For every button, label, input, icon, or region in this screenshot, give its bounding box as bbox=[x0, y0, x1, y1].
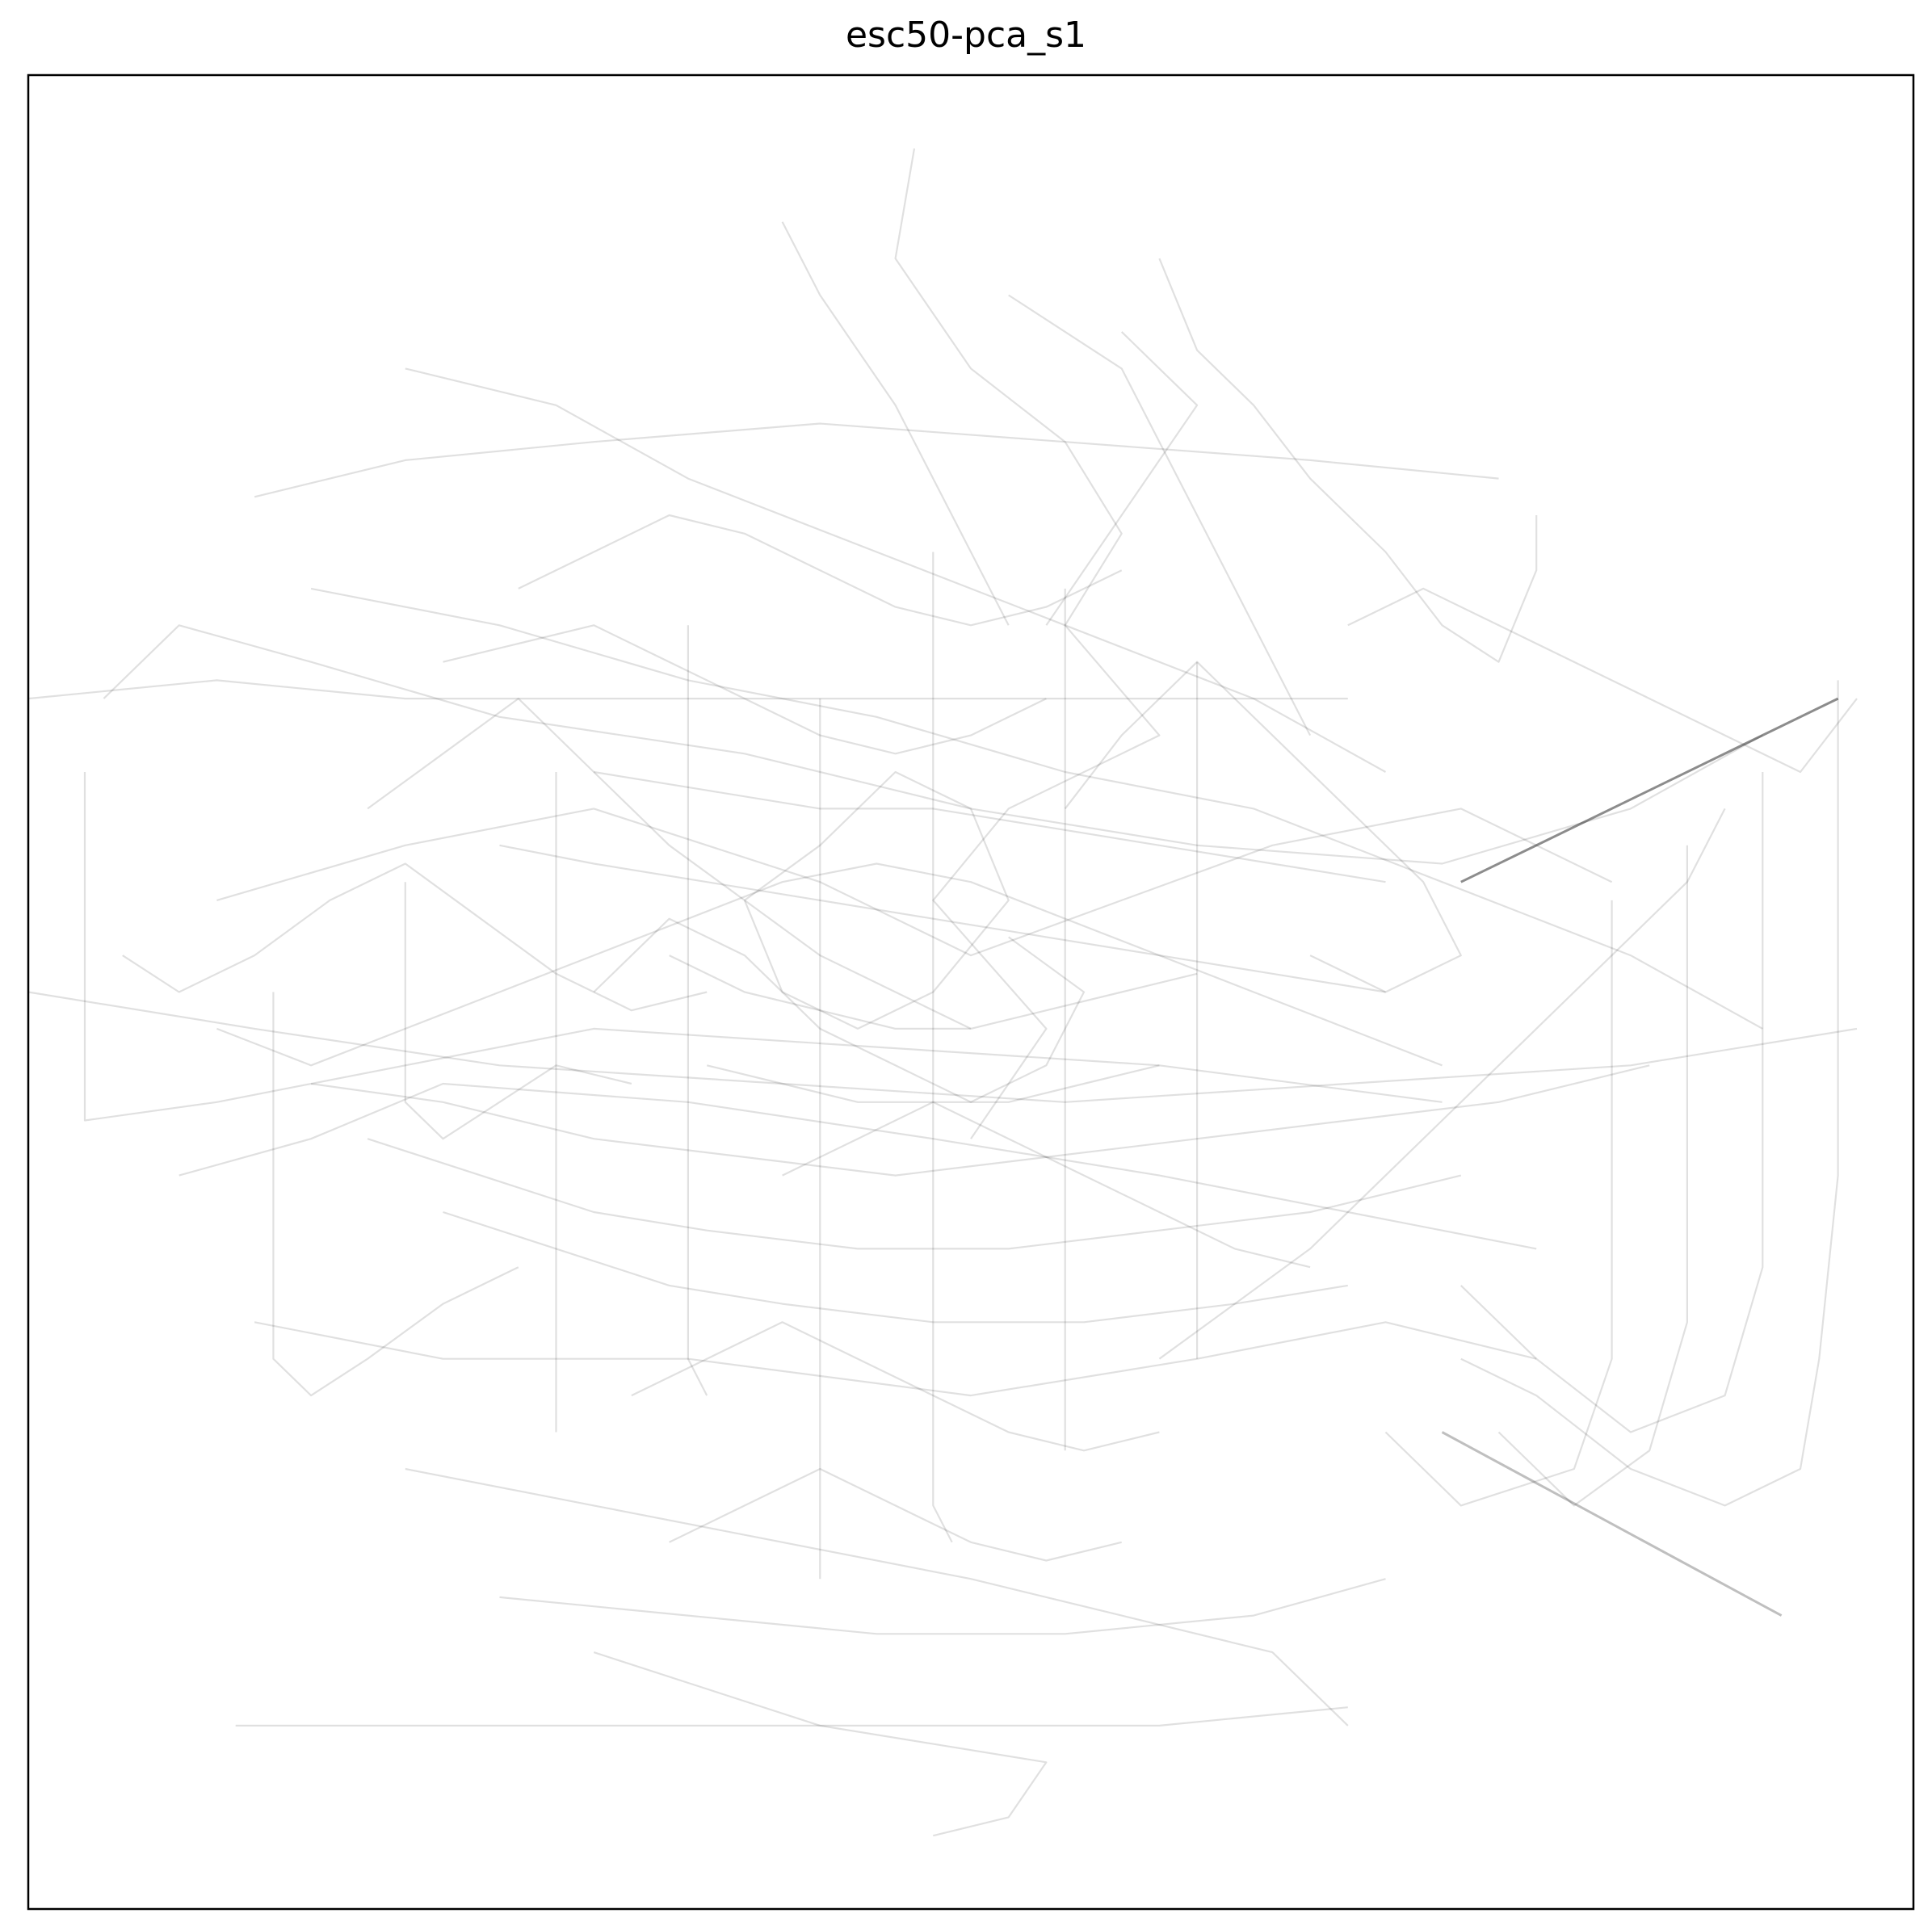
series-line-43 bbox=[669, 955, 1198, 1030]
series-line-21 bbox=[1158, 808, 1726, 1360]
series-line-2 bbox=[103, 624, 1763, 865]
series-line-38 bbox=[310, 1064, 1650, 1177]
series-line-42 bbox=[594, 770, 1386, 883]
series-line-24 bbox=[1347, 587, 1858, 774]
series-line-48 bbox=[631, 1321, 1160, 1452]
series-line-37 bbox=[216, 862, 1443, 1067]
series-line-46 bbox=[443, 624, 1047, 755]
highlight-line-0 bbox=[1460, 697, 1839, 883]
highlight-line-1 bbox=[1441, 1431, 1783, 1617]
series-line-1 bbox=[254, 422, 1499, 498]
series-line-29 bbox=[404, 882, 632, 1140]
series-line-39 bbox=[367, 1138, 1462, 1250]
series-layer bbox=[27, 148, 1858, 1837]
series-line-18 bbox=[1064, 661, 1462, 993]
series-line-13 bbox=[593, 1651, 1048, 1837]
series-line-6 bbox=[1158, 258, 1538, 663]
series-line-10 bbox=[178, 1082, 1537, 1250]
series-line-45 bbox=[518, 514, 1123, 627]
series-line-8 bbox=[310, 587, 1763, 1030]
series-line-50 bbox=[1045, 331, 1199, 626]
series-line-4 bbox=[27, 991, 1858, 1103]
series-line-30 bbox=[272, 992, 519, 1397]
series-line-26 bbox=[1460, 772, 1764, 1433]
series-line-28 bbox=[1384, 900, 1613, 1507]
series-line-25 bbox=[1460, 680, 1839, 1507]
series-line-9 bbox=[216, 808, 1613, 957]
series-line-20 bbox=[122, 862, 708, 1012]
series-line-19 bbox=[367, 697, 972, 1030]
series-line-27 bbox=[1497, 845, 1688, 1507]
series-line-16 bbox=[743, 770, 1010, 1030]
series-line-40 bbox=[443, 1210, 1348, 1324]
series-line-31 bbox=[687, 625, 708, 1396]
series-line-17 bbox=[593, 917, 1086, 1103]
chart-title: esc50-pca_s1 bbox=[845, 15, 1087, 56]
series-line-5 bbox=[83, 772, 1443, 1122]
series-line-15 bbox=[235, 1706, 1348, 1727]
series-line-47 bbox=[782, 1101, 1311, 1269]
series-line-14 bbox=[499, 1578, 1386, 1635]
series-line-41 bbox=[499, 844, 1386, 993]
series-line-0 bbox=[894, 148, 1161, 1139]
series-line-11 bbox=[254, 1321, 1537, 1397]
series-line-23 bbox=[1008, 294, 1312, 736]
series-line-7 bbox=[405, 367, 1387, 773]
series-line-3 bbox=[27, 679, 1348, 700]
series-line-12 bbox=[405, 1467, 1349, 1727]
series-line-22 bbox=[781, 221, 1010, 626]
series-line-44 bbox=[706, 1064, 1160, 1103]
series-line-32 bbox=[932, 552, 953, 1543]
series-line-49 bbox=[669, 1467, 1122, 1562]
axes-frame bbox=[27, 73, 1915, 1911]
